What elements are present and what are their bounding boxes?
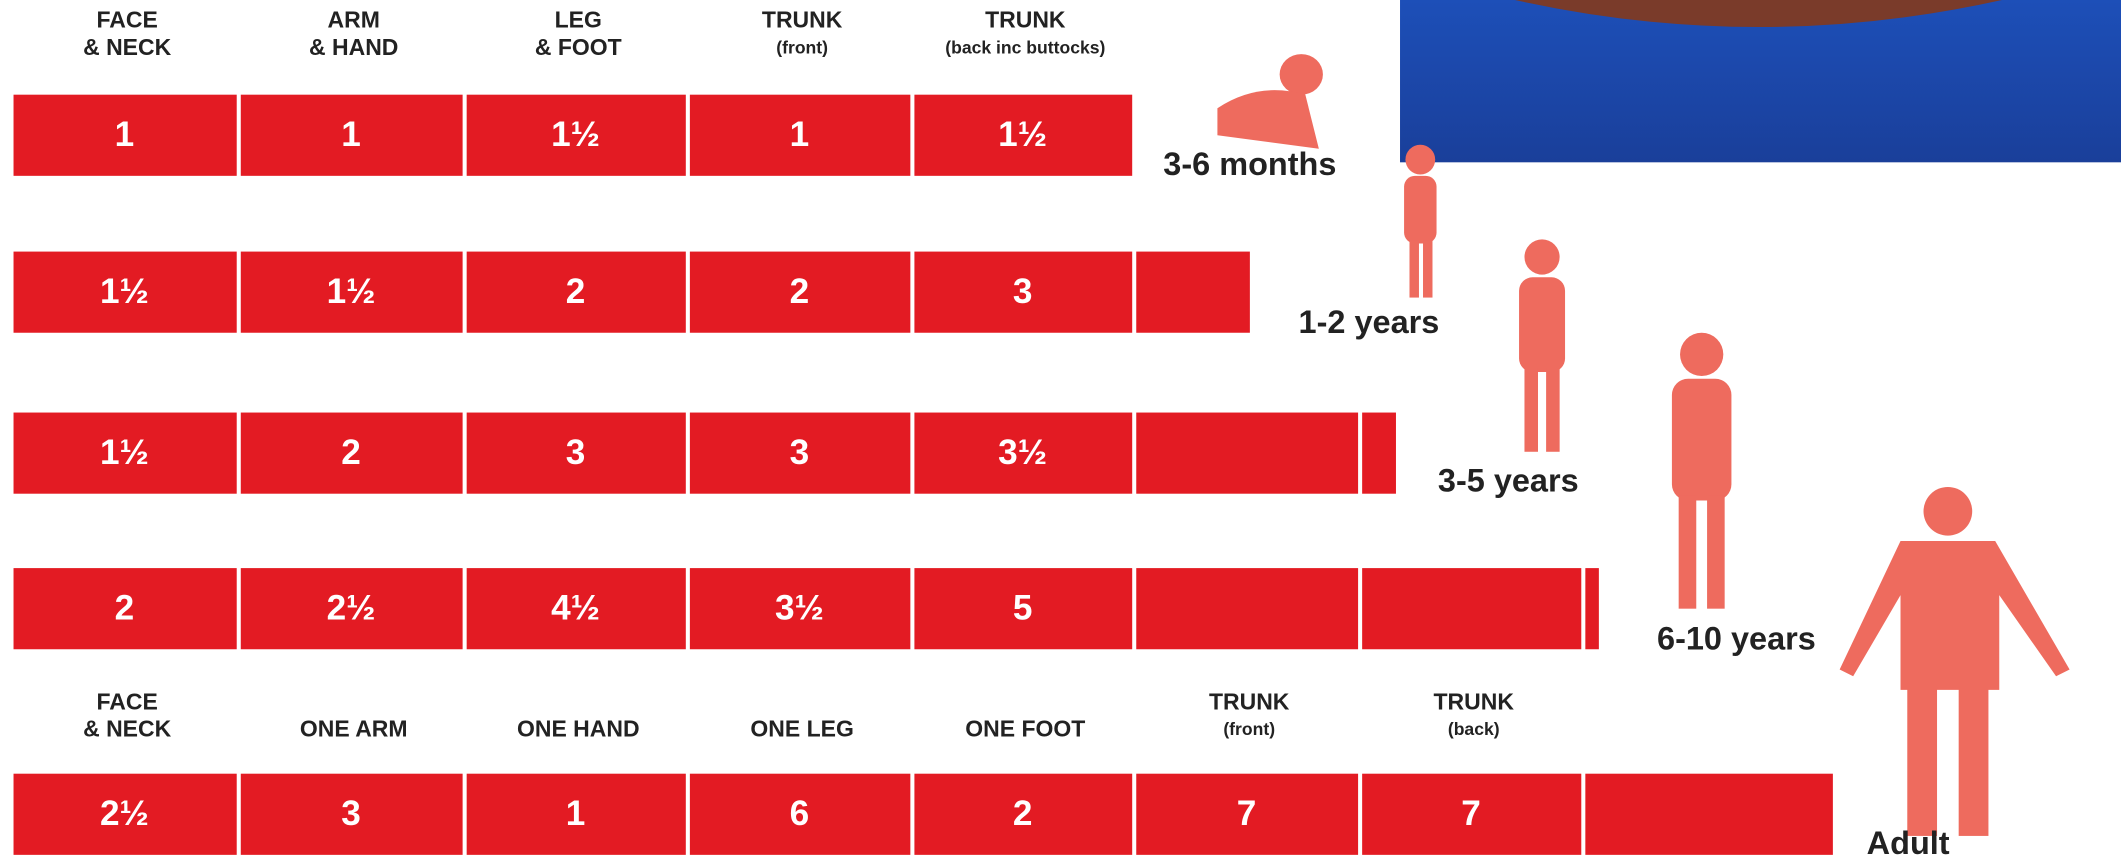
cell-value: 1½	[100, 433, 149, 472]
cell-value: 5	[1013, 588, 1033, 627]
column-header: ONE ARM	[300, 715, 408, 741]
cell-value: 1	[790, 115, 810, 154]
column-header: & HAND	[309, 34, 398, 60]
bar-cell	[1136, 568, 1358, 649]
column-header: (back)	[1448, 719, 1500, 739]
column-header: TRUNK	[985, 7, 1066, 33]
cell-value: 1	[566, 794, 586, 833]
bar-cell	[1362, 568, 1581, 649]
bar-cell	[1136, 252, 1250, 333]
cell-value: 2	[1013, 794, 1033, 833]
column-header: & NECK	[83, 34, 172, 60]
bar-cell	[1362, 413, 1396, 494]
column-header: ONE FOOT	[965, 715, 1085, 741]
column-header: & FOOT	[535, 34, 622, 60]
cell-value: 7	[1237, 794, 1257, 833]
cell-value: 3½	[998, 433, 1047, 472]
cell-value: 4½	[551, 588, 600, 627]
cell-value: 7	[1461, 794, 1481, 833]
cell-value: 3	[790, 433, 810, 472]
column-header: FACE	[96, 7, 157, 33]
age-label: Adult	[1867, 825, 1950, 861]
cell-value: 2	[790, 272, 810, 311]
cell-value: 1½	[100, 272, 149, 311]
column-header: & NECK	[83, 715, 172, 741]
column-header: ONE LEG	[750, 715, 853, 741]
age-label: 6-10 years	[1657, 621, 1816, 657]
age-label: 3-6 months	[1163, 146, 1336, 182]
cell-value: 2	[341, 433, 361, 472]
column-header: TRUNK	[1209, 688, 1290, 714]
cell-value: 3½	[775, 588, 824, 627]
bar-cell	[1585, 774, 1833, 855]
cell-value: 3	[566, 433, 586, 472]
column-header: ARM	[328, 7, 380, 33]
column-header: (front)	[776, 37, 828, 57]
cell-value: 3	[341, 794, 361, 833]
cell-value: 2	[566, 272, 586, 311]
age-label: 1-2 years	[1299, 304, 1440, 340]
cell-value: 1½	[998, 115, 1047, 154]
cell-value: 1	[341, 115, 361, 154]
burn-chart: FACE& NECKARM& HANDLEG& FOOTTRUNK(front)…	[0, 0, 2121, 865]
bar-cell	[1585, 568, 1599, 649]
cell-value: 1	[115, 115, 135, 154]
column-header: ONE HAND	[517, 715, 640, 741]
column-header: TRUNK	[762, 7, 843, 33]
cell-value: 6	[790, 794, 810, 833]
column-header: LEG	[555, 7, 602, 33]
cell-value: 1½	[327, 272, 376, 311]
cell-value: 2	[115, 588, 135, 627]
bar-cell	[1136, 413, 1358, 494]
column-header: (front)	[1223, 719, 1275, 739]
cell-value: 2½	[327, 588, 376, 627]
cell-value: 1½	[551, 115, 600, 154]
cell-value: 3	[1013, 272, 1033, 311]
column-header: TRUNK	[1434, 688, 1515, 714]
cell-value: 2½	[100, 794, 149, 833]
age-label: 3-5 years	[1438, 462, 1579, 498]
column-header: (back inc buttocks)	[945, 37, 1105, 57]
column-header: FACE	[96, 688, 157, 714]
